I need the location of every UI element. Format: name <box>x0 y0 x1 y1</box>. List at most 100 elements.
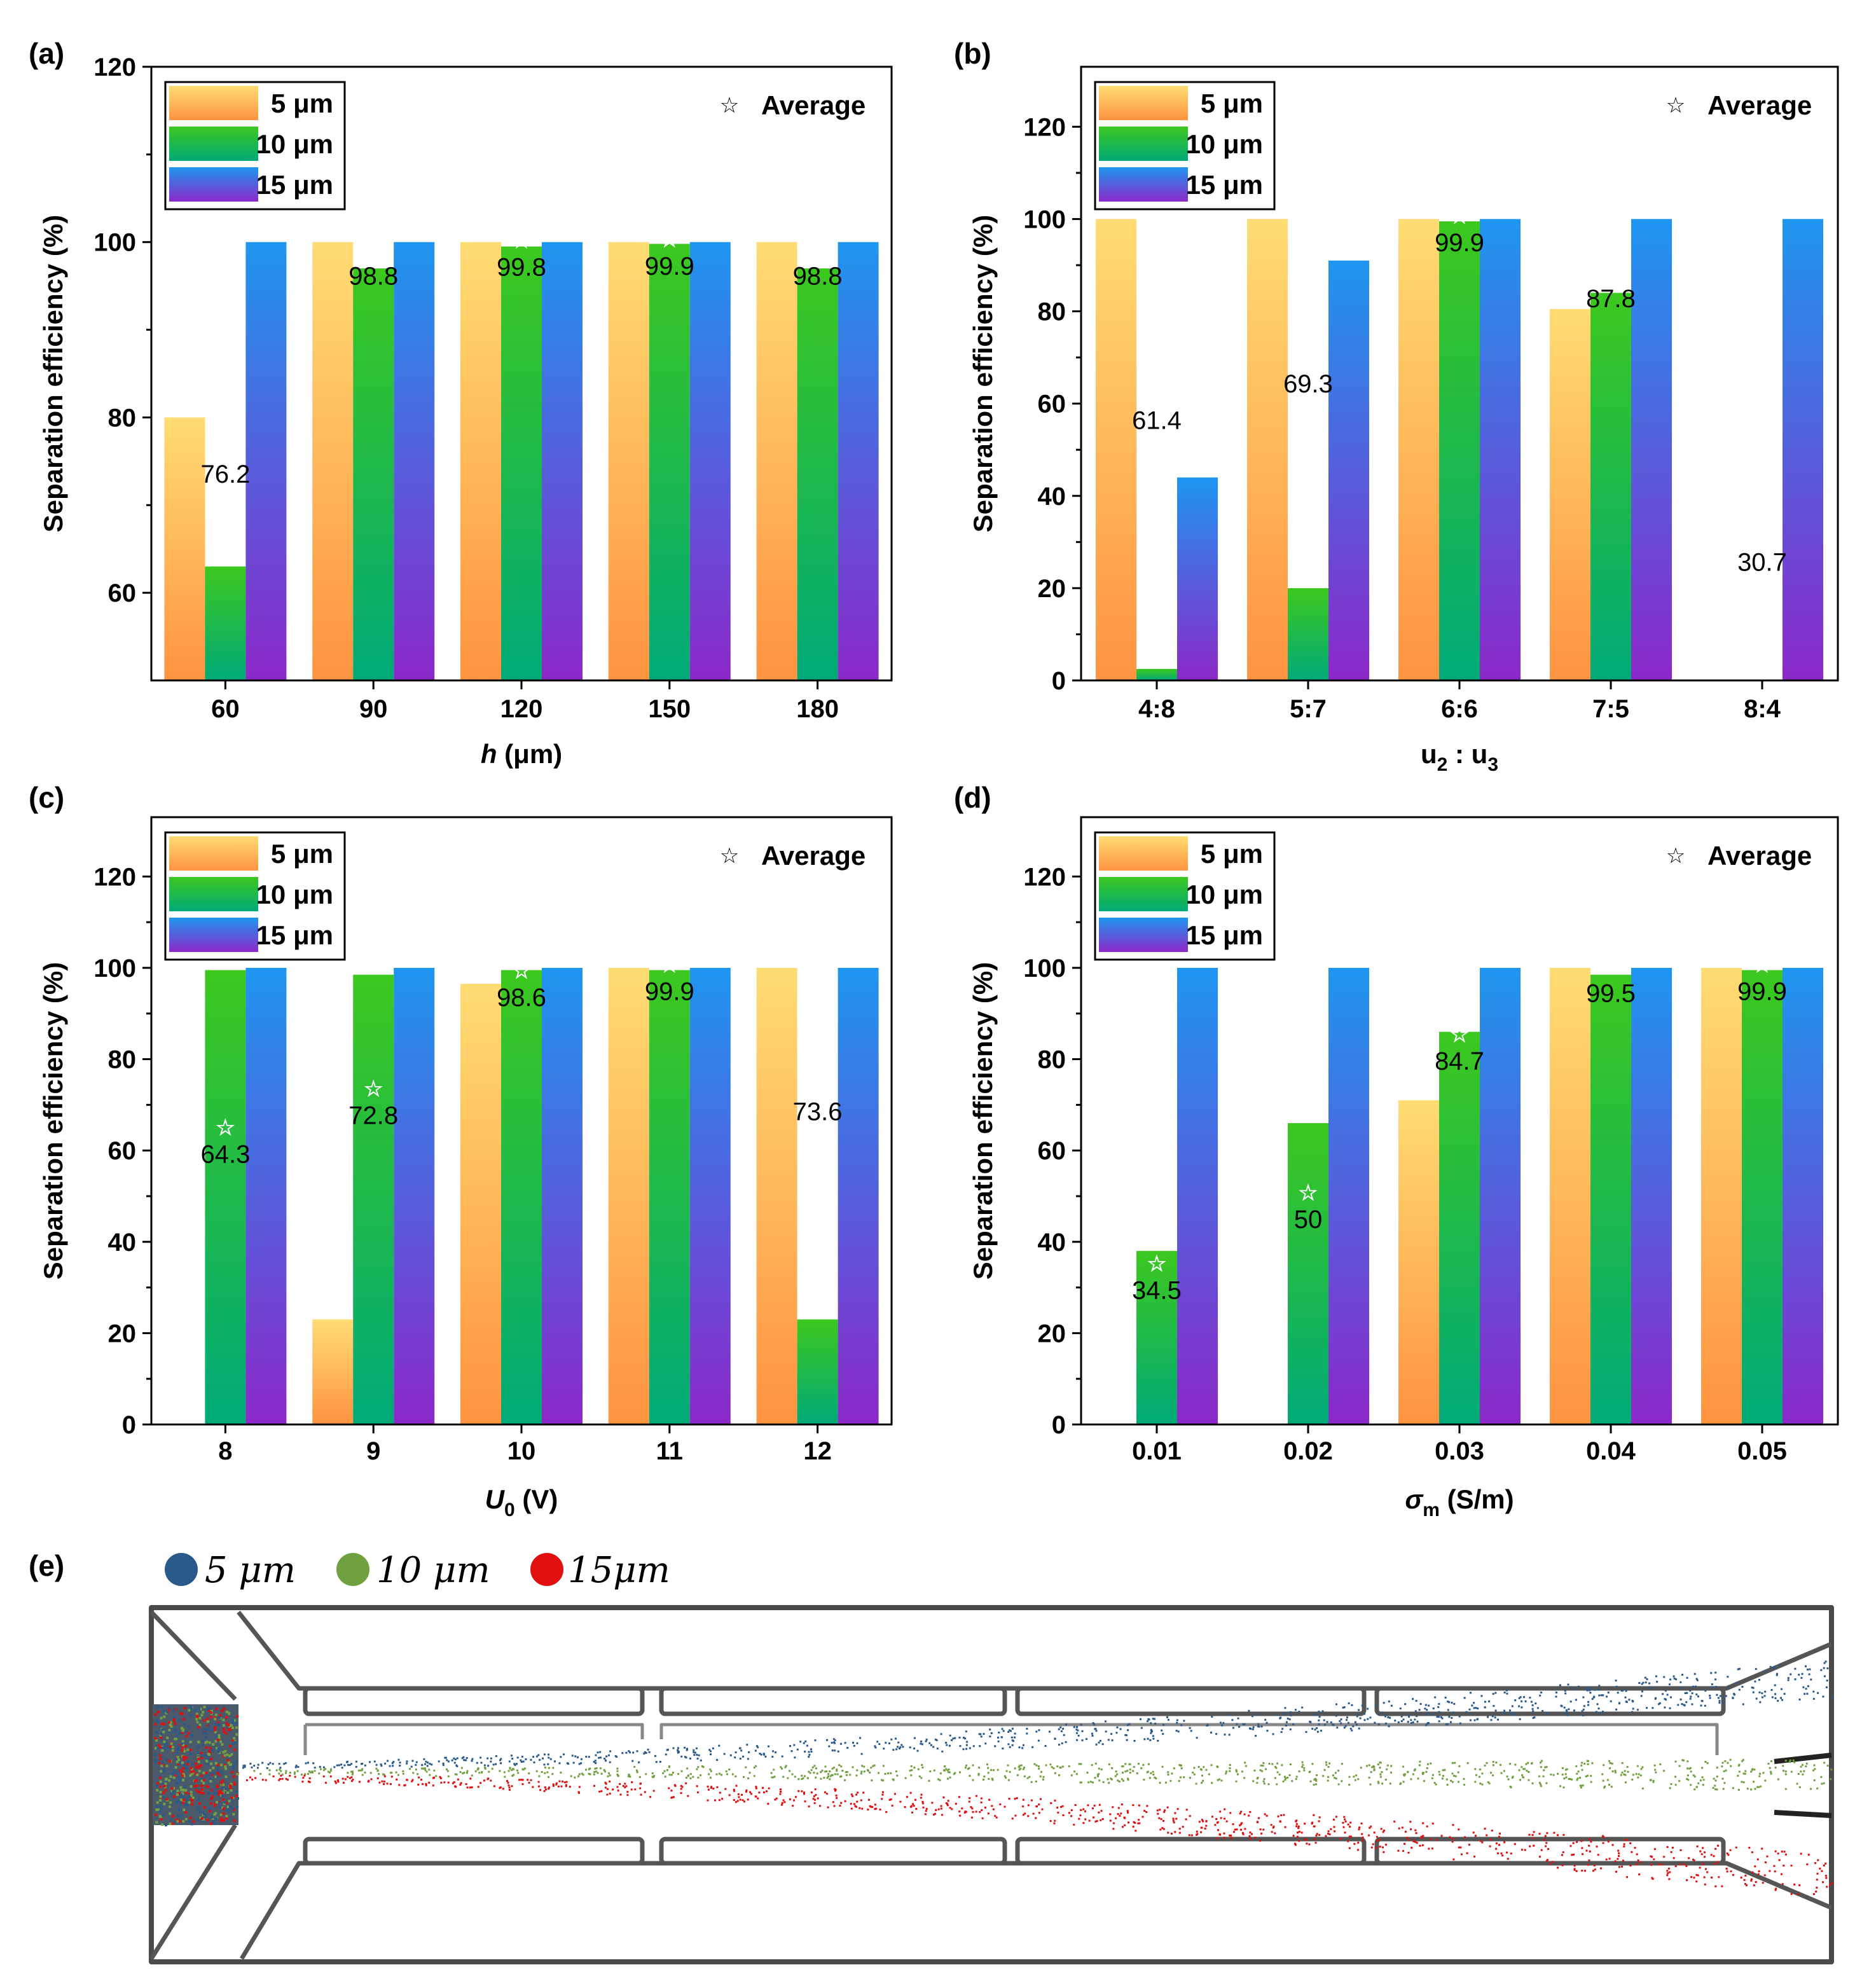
particle <box>555 1783 558 1786</box>
particle <box>1815 1891 1817 1893</box>
particle <box>794 1796 797 1798</box>
average-star-a-3: ☆ <box>660 227 679 252</box>
particle <box>1789 1759 1791 1762</box>
particle <box>1806 1863 1809 1866</box>
particle <box>659 1761 661 1763</box>
particle <box>892 1778 894 1781</box>
particle <box>899 1746 902 1749</box>
particle <box>1280 1731 1283 1734</box>
inlet-particle <box>217 1750 220 1753</box>
legend-average-star-c: ☆ <box>720 843 739 869</box>
ytick-label-c-0: 0 <box>122 1411 136 1439</box>
particle <box>1678 1765 1681 1767</box>
particle <box>1129 1772 1131 1774</box>
particle <box>424 1767 426 1770</box>
particle <box>814 1798 816 1801</box>
particle <box>860 1772 862 1775</box>
particle <box>329 1769 332 1772</box>
particle <box>284 1762 287 1765</box>
particle <box>804 1740 807 1742</box>
particle <box>1153 1718 1155 1720</box>
inlet-particle <box>167 1731 170 1734</box>
particle <box>392 1761 395 1763</box>
particle <box>1348 1702 1350 1704</box>
inlet-particle <box>188 1819 191 1823</box>
particle <box>1189 1777 1191 1779</box>
particle <box>1193 1767 1196 1769</box>
inlet-particle <box>226 1791 230 1794</box>
particle <box>942 1796 945 1798</box>
particle <box>624 1782 626 1785</box>
inlet-particle <box>158 1744 161 1747</box>
particle <box>1174 1831 1176 1833</box>
particle <box>424 1763 427 1765</box>
inlet-particle <box>206 1724 209 1727</box>
particle <box>1146 1805 1148 1807</box>
particle <box>335 1782 337 1784</box>
particle <box>1544 1835 1547 1837</box>
particle <box>876 1741 879 1743</box>
particle <box>1695 1693 1698 1696</box>
particle <box>1318 1716 1321 1718</box>
particle <box>1805 1765 1807 1768</box>
particle <box>1426 1723 1428 1725</box>
particle <box>1798 1673 1800 1676</box>
particle <box>1217 1829 1219 1831</box>
particle <box>1712 1787 1714 1789</box>
particle <box>831 1742 833 1744</box>
particle <box>1718 1700 1721 1702</box>
particle <box>1241 1822 1243 1824</box>
particle <box>593 1761 595 1763</box>
inlet-particle <box>210 1728 214 1732</box>
bar-b-series0-cat3 <box>1550 308 1590 680</box>
particle <box>1727 1676 1729 1678</box>
particle <box>507 1784 510 1787</box>
particle <box>1341 1763 1343 1765</box>
particle <box>672 1772 674 1774</box>
particle <box>1379 1773 1382 1776</box>
electrode-lower-1 <box>303 1837 645 1866</box>
particle <box>1759 1772 1761 1775</box>
particle <box>1014 1732 1016 1735</box>
particle <box>853 1744 855 1747</box>
particle <box>1783 1865 1785 1867</box>
particle <box>1444 1769 1446 1771</box>
particle <box>530 1758 532 1761</box>
particle <box>557 1785 560 1788</box>
particle <box>980 1801 983 1803</box>
particle <box>1622 1859 1624 1862</box>
inlet-particle <box>223 1707 226 1711</box>
particle <box>600 1767 602 1770</box>
particle <box>1091 1732 1093 1735</box>
particle <box>1134 1822 1136 1824</box>
particle <box>1416 1715 1418 1717</box>
particle <box>1038 1803 1040 1805</box>
particle <box>1647 1686 1650 1688</box>
inlet-particle <box>166 1711 169 1714</box>
particle <box>1561 1864 1564 1866</box>
bar-c-series2-cat4 <box>838 968 879 1424</box>
bar-a-series1-cat3 <box>649 244 690 680</box>
particle <box>1049 1763 1052 1766</box>
particle <box>1198 1821 1201 1823</box>
particle <box>904 1806 906 1809</box>
particle <box>1505 1689 1508 1692</box>
particle <box>689 1777 692 1779</box>
particle <box>1826 1679 1828 1682</box>
inlet-particle <box>222 1724 225 1727</box>
inlet-particle <box>183 1785 186 1788</box>
particle <box>528 1772 530 1775</box>
particle <box>330 1768 333 1770</box>
particle <box>672 1747 675 1749</box>
particle <box>631 1781 633 1784</box>
particle <box>988 1777 990 1780</box>
particle <box>1248 1709 1250 1712</box>
particle <box>1545 1845 1547 1847</box>
bar-b-series0-cat0 <box>1096 219 1136 680</box>
particle <box>1781 1699 1784 1701</box>
particle <box>1251 1715 1253 1718</box>
particle <box>1032 1812 1035 1815</box>
particle <box>376 1777 379 1779</box>
particle <box>820 1777 822 1780</box>
